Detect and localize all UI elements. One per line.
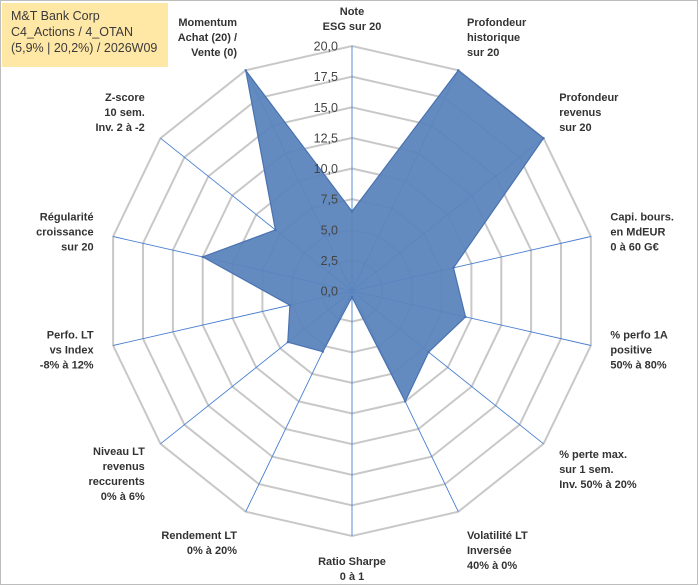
portfolio-category: C4_Actions / 4_OTAN [11, 25, 134, 39]
axis-label-line: 0% à 20% [187, 545, 237, 557]
data-point [201, 255, 204, 259]
tick-label: 2,5 [321, 254, 338, 268]
company-name: M&T Bank Corp [11, 9, 100, 23]
axis-label-line: Vente (0) [191, 47, 237, 59]
data-point [404, 400, 407, 403]
axis-label-line: 40% à 0% [467, 560, 517, 572]
tick-label: 12,5 [314, 131, 338, 145]
axis-label-line: % perfo 1A [610, 330, 668, 342]
axis-label-line: Inversée [467, 545, 512, 557]
axis-label: Z-score 10 sem. Inv. 2 à -2 [95, 92, 144, 134]
axis-label-line: -8% à 12% [40, 360, 94, 372]
axis-label-line: Momentum [178, 17, 237, 29]
axis-label-line: Rendement LT [161, 530, 237, 542]
radar-axis-labels: Note ESG sur 20 Profondeur historique sur 20… [36, 6, 674, 583]
data-point [452, 266, 455, 269]
data-point [286, 341, 289, 344]
axis-label-line: 10 sem. [104, 107, 144, 119]
axis-label-line: Inv. 50% à 20% [559, 479, 637, 491]
axis-label-line: Ratio Sharpe [318, 556, 386, 568]
tick-label: 0,0 [321, 285, 338, 299]
axis-label-line: Inv. 2 à -2 [95, 122, 144, 134]
axis-label-line: Z-score [105, 92, 145, 104]
axis-label: Note ESG sur 20 [323, 6, 382, 33]
tick-label: 10,0 [314, 162, 338, 176]
data-point [274, 228, 277, 232]
data-point [464, 315, 467, 319]
tick-label: 5,0 [321, 223, 338, 237]
axis-label-line: revenus [559, 107, 601, 119]
axis-label-line: sur 20 [559, 122, 591, 134]
axis-label-line: sur 1 sem. [559, 464, 613, 476]
axis-label: Régularité croissance sur 20 [36, 212, 93, 254]
data-point [350, 295, 354, 299]
series-area [201, 69, 545, 403]
tick-label: 15,0 [314, 101, 338, 115]
axis-label-line: croissance [36, 227, 93, 239]
chart-title-box: M&T Bank Corp C4_Actions / 4_OTAN (5,9% … [2, 3, 168, 67]
axis-label: Ratio Sharpe 0 à 1 [318, 556, 386, 583]
axis-label-line: 0 à 1 [340, 571, 364, 583]
data-point [350, 210, 354, 213]
axis-label: Niveau LT revenus reccurents 0% à 6% [89, 446, 146, 503]
axis-label-line: 50% à 80% [610, 360, 666, 372]
axis-label: Profondeur historique sur 20 [467, 17, 527, 59]
axis-label: Rendement LT 0% à 20% [161, 530, 237, 557]
axis-label: Capi. bours. en MdEUR 0 à 60 G€ [610, 212, 674, 254]
axis-label-line: Volatilité LT [467, 530, 528, 542]
data-point [288, 304, 292, 307]
data-point [244, 69, 247, 72]
axis-label-line: historique [467, 32, 520, 44]
axis-label-line: sur 20 [467, 47, 499, 59]
tick-label: 20,0 [314, 40, 338, 54]
axis-label-line: Achat (20) / [178, 32, 237, 44]
performance-week: (5,9% | 20,2%) / 2026W09 [11, 41, 158, 55]
axis-label-line: 0 à 60 G€ [610, 242, 658, 254]
tick-label: 7,5 [321, 193, 338, 207]
axis-label-line: Capi. bours. [610, 212, 674, 224]
data-point [321, 350, 324, 353]
axis-label: Profondeur revenus sur 20 [559, 92, 619, 134]
axis-label-line: positive [610, 345, 652, 357]
axis-label-line: reccurents [89, 476, 145, 488]
axis-label: % perfo 1A positive 50% à 80% [610, 330, 668, 372]
axis-label-line: Note [340, 6, 364, 18]
axis-label-line: Profondeur [559, 92, 619, 104]
axis-label-line: revenus [103, 461, 145, 473]
axis-label-line: Régularité [40, 212, 94, 224]
radar-tick-labels: 0,0 2,5 5,0 7,5 10,0 12,5 15,0 17,5 20,0 [314, 40, 338, 299]
axis-label-line: vs Index [50, 345, 95, 357]
axis-label-line: % perte max. [559, 449, 627, 461]
axis-label-line: Profondeur [467, 17, 527, 29]
axis-label-line: Niveau LT [93, 446, 145, 458]
axis-label: % perte max. sur 1 sem. Inv. 50% à 20% [559, 449, 637, 491]
axis-label: Momentum Achat (20) / Vente (0) [178, 17, 238, 59]
axis-label-line: sur 20 [61, 242, 93, 254]
data-point [427, 350, 430, 354]
axis-label-line: 0% à 6% [101, 491, 145, 503]
axis-label: Volatilité LT Inversée 40% à 0% [467, 530, 528, 572]
axis-label: Perfo. LT vs Index -8% à 12% [40, 330, 95, 372]
data-point [542, 137, 545, 140]
radar-series-layer [201, 69, 545, 403]
axis-label-line: Perfo. LT [47, 330, 94, 342]
axis-label-line: en MdEUR [610, 227, 665, 239]
data-point [457, 69, 460, 72]
axis-label-line: ESG sur 20 [323, 21, 382, 33]
tick-label: 17,5 [314, 70, 338, 84]
